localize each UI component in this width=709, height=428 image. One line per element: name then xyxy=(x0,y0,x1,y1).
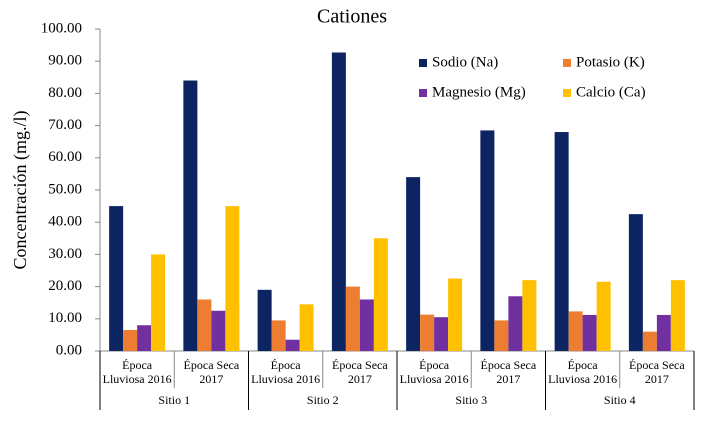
bar xyxy=(359,299,374,351)
bar xyxy=(406,177,421,351)
bar xyxy=(448,278,463,351)
group-label: Sitio 3 xyxy=(455,393,487,407)
bar xyxy=(434,317,449,351)
bar xyxy=(151,254,166,351)
bar xyxy=(299,304,314,351)
legend-label: Potasio (K) xyxy=(576,54,645,70)
bar xyxy=(109,206,124,351)
legend-swatch xyxy=(419,89,427,97)
bar xyxy=(183,80,198,352)
bar xyxy=(628,214,643,351)
y-tick-label: 40.00 xyxy=(48,214,82,230)
group-label: Sitio 2 xyxy=(307,393,339,407)
y-tick-label: 10.00 xyxy=(48,310,82,326)
bar xyxy=(642,331,657,351)
bar xyxy=(123,330,138,351)
bar xyxy=(285,339,300,351)
x-tick-label: Época Seca 2017 xyxy=(480,358,537,386)
bar xyxy=(257,289,272,351)
y-tick-label: 20.00 xyxy=(48,278,82,294)
bar xyxy=(345,286,360,351)
x-tick-label: Época Lluviosa 2016 xyxy=(399,358,469,386)
bar xyxy=(137,325,152,351)
bar xyxy=(508,296,523,351)
y-tick-label: 90.00 xyxy=(48,53,82,69)
y-axis-label: Concentración (mg./l) xyxy=(10,111,31,270)
legend-swatch xyxy=(419,59,427,67)
bar xyxy=(373,238,388,351)
bar xyxy=(211,310,226,351)
bar xyxy=(331,52,346,351)
x-tick-label: Época Lluviosa 2016 xyxy=(548,358,618,386)
group-label: Sitio 1 xyxy=(158,393,190,407)
bar xyxy=(670,280,685,351)
bar xyxy=(582,314,597,351)
bar xyxy=(225,206,240,351)
legend-swatch xyxy=(563,59,571,67)
legend-label: Calcio (Ca) xyxy=(576,84,646,100)
bar xyxy=(656,314,671,351)
y-tick-label: 60.00 xyxy=(48,149,82,165)
x-tick-label: Época Seca 2017 xyxy=(183,358,240,386)
group-label: Sitio 4 xyxy=(604,393,636,407)
y-tick-label: 100.00 xyxy=(41,20,82,36)
y-tick-label: 50.00 xyxy=(48,181,82,197)
y-tick-label: 30.00 xyxy=(48,246,82,262)
legend-swatch xyxy=(563,89,571,97)
bar xyxy=(197,299,212,351)
bar xyxy=(480,130,495,351)
bar xyxy=(420,314,435,351)
bar xyxy=(554,132,569,351)
legend-label: Magnesio (Mg) xyxy=(432,84,526,100)
y-tick-label: 70.00 xyxy=(48,117,82,133)
bar xyxy=(494,320,509,351)
bar xyxy=(568,311,583,351)
bar xyxy=(271,320,286,351)
y-tick-label: 80.00 xyxy=(48,85,82,101)
legend-label: Sodio (Na) xyxy=(432,54,498,70)
bar xyxy=(596,281,611,351)
x-tick-label: Época Seca 2017 xyxy=(332,358,388,386)
chart-title: Cationes xyxy=(317,6,387,28)
y-tick-label: 0.00 xyxy=(56,342,82,358)
x-tick-label: Época Lluviosa 2016 xyxy=(102,358,172,386)
bar xyxy=(522,280,537,351)
x-tick-label: Época Seca 2017 xyxy=(629,358,685,386)
x-tick-label: Época Lluviosa 2016 xyxy=(251,358,321,386)
